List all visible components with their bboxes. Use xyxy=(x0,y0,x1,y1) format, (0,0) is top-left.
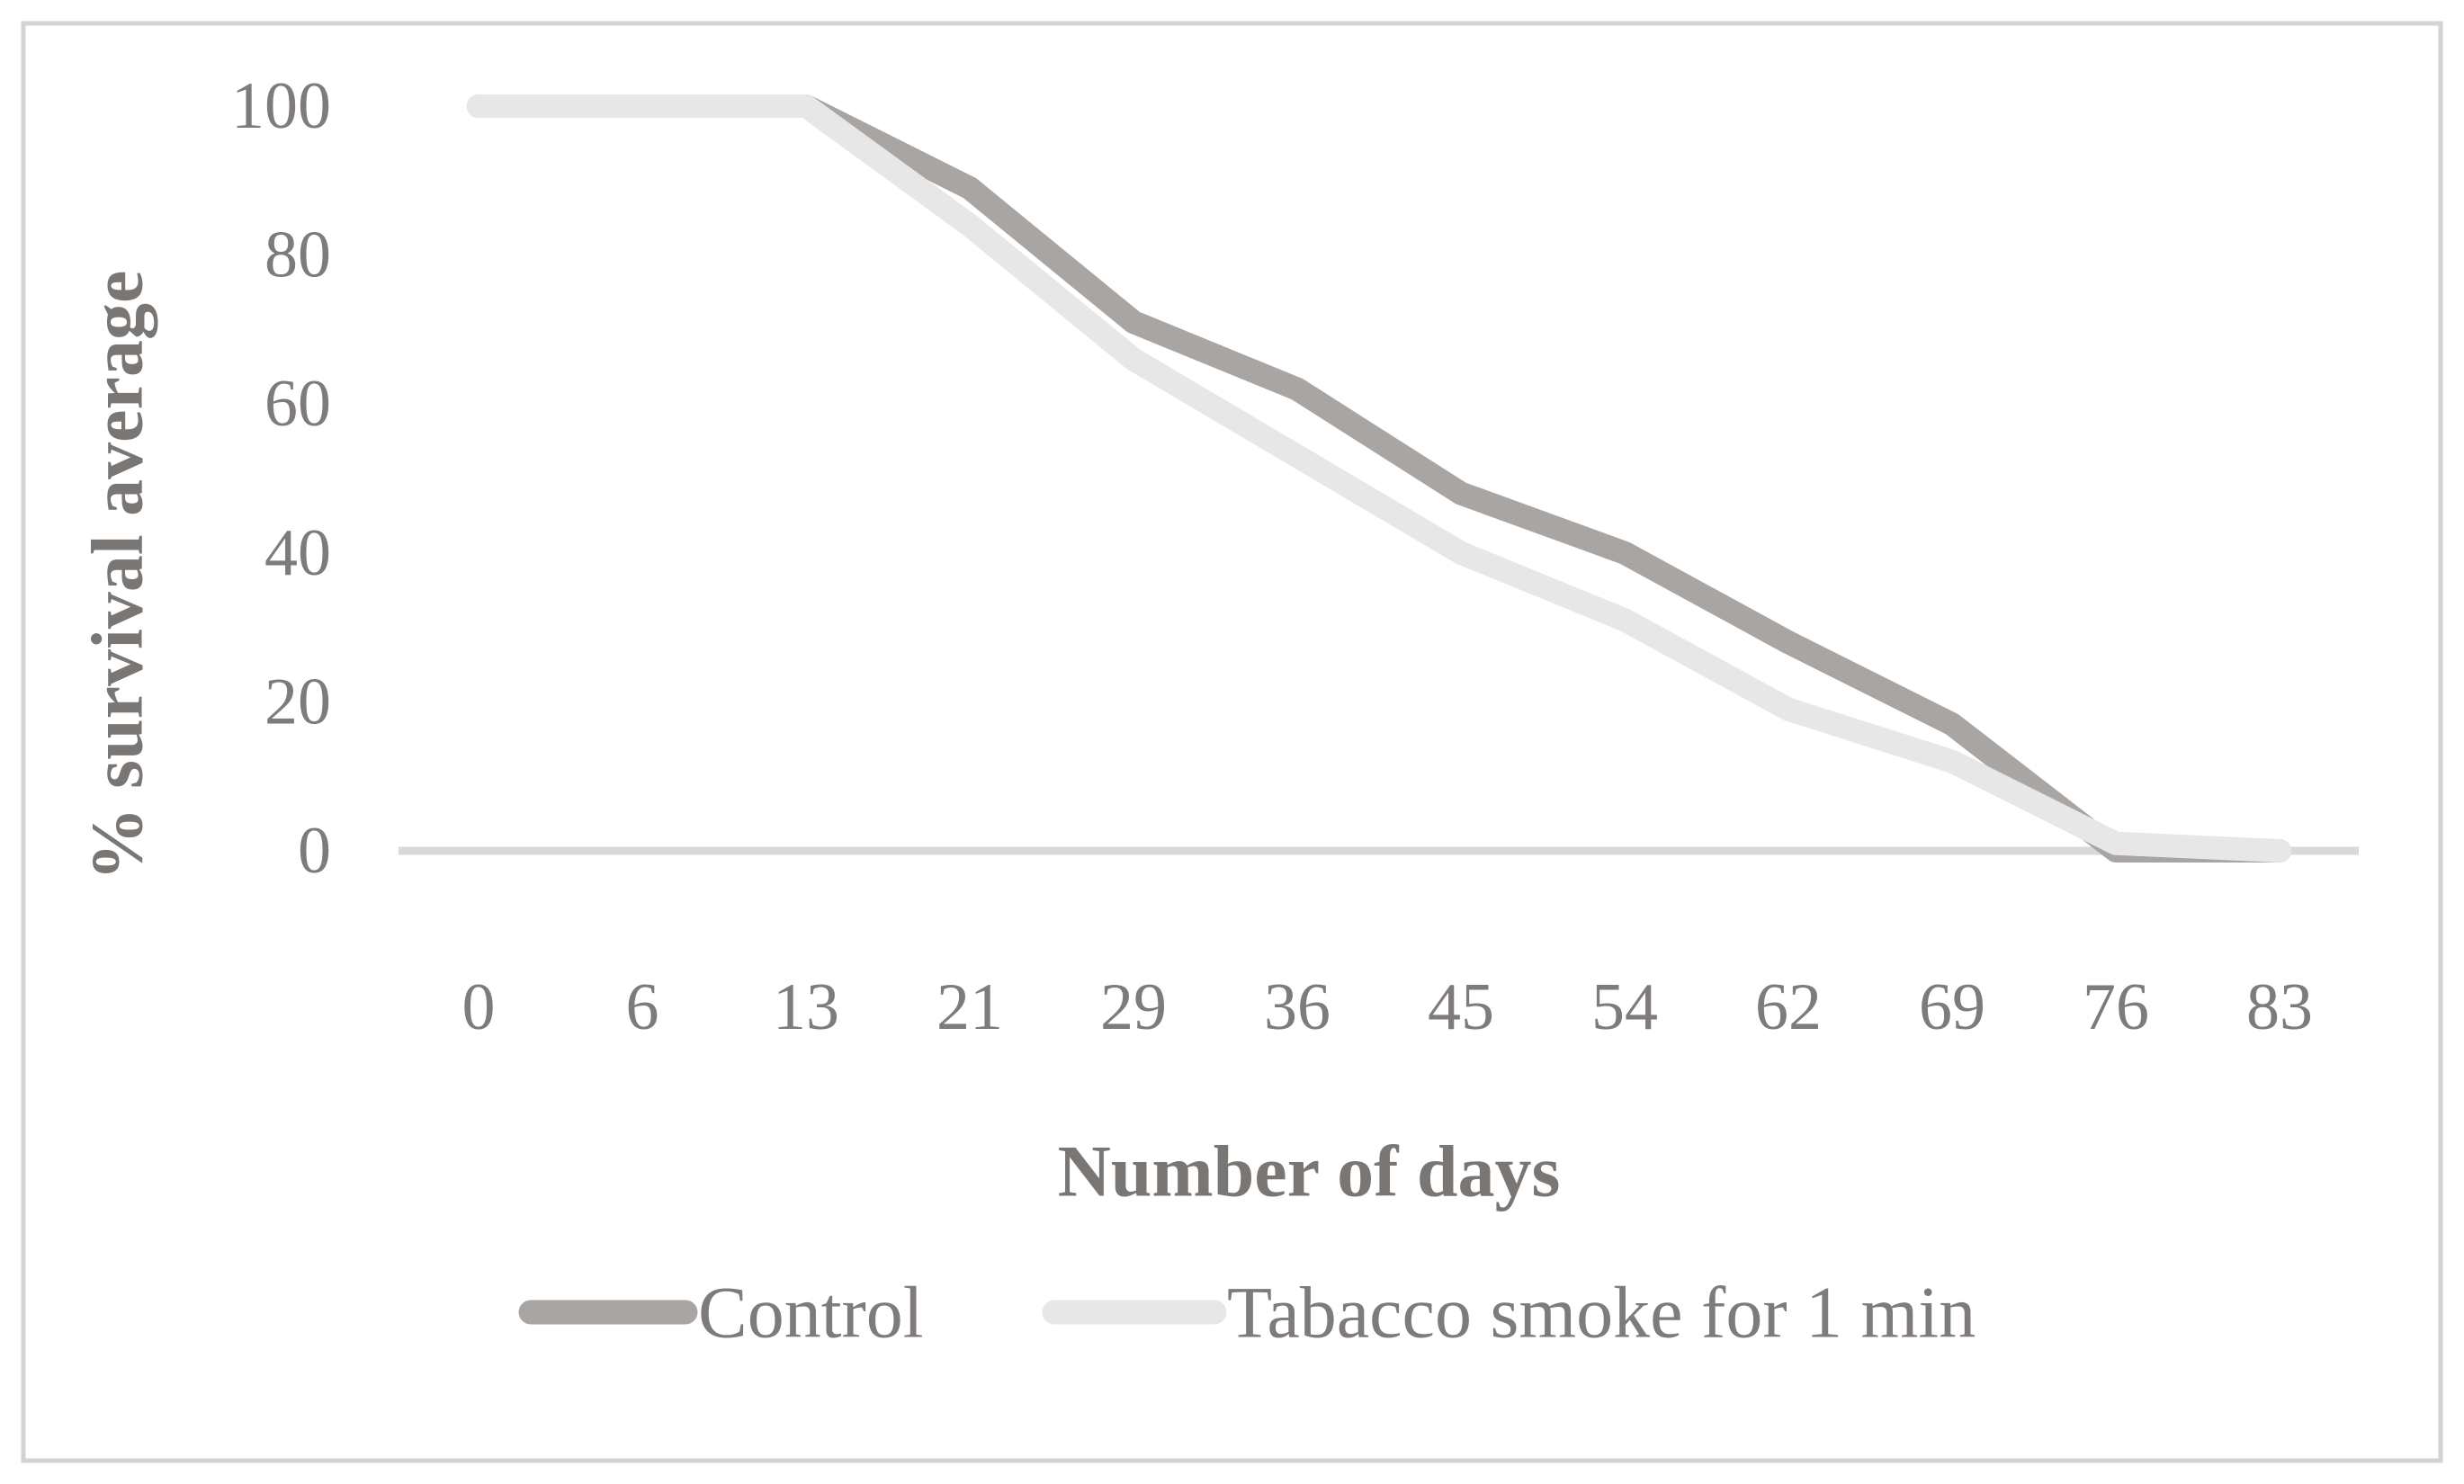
smoke-series-line xyxy=(467,94,2291,863)
legend: Control Tabacco smoke for 1 min xyxy=(518,1272,1976,1354)
legend-label: Control xyxy=(698,1272,924,1354)
y-tick-label: 100 xyxy=(231,69,331,143)
y-tick-label: 40 xyxy=(264,516,331,590)
legend-item: Tabacco smoke for 1 min xyxy=(1042,1272,1976,1354)
series-lines xyxy=(467,94,2291,863)
y-axis-title: % survival average xyxy=(76,271,158,881)
x-tick-label: 21 xyxy=(936,970,1003,1044)
y-tick-label: 80 xyxy=(264,219,331,292)
x-tick-label: 29 xyxy=(1100,970,1167,1044)
x-tick-label: 76 xyxy=(2083,970,2149,1044)
x-tick-label: 6 xyxy=(626,970,659,1044)
x-axis-title: Number of days xyxy=(1058,1131,1561,1212)
x-tick-label: 0 xyxy=(462,970,496,1044)
y-tick-label: 0 xyxy=(298,814,331,888)
x-tick-label: 83 xyxy=(2246,970,2313,1044)
y-tick-labels: 0 20 40 60 80 100 xyxy=(231,69,331,888)
x-tick-label: 45 xyxy=(1428,970,1494,1044)
x-tick-label: 13 xyxy=(773,970,839,1044)
y-tick-label: 60 xyxy=(264,367,331,441)
legend-item: Control xyxy=(518,1272,924,1354)
x-tick-label: 54 xyxy=(1591,970,1658,1044)
x-tick-label: 36 xyxy=(1264,970,1331,1044)
x-tick-label: 62 xyxy=(1755,970,1822,1044)
figure-border xyxy=(21,21,2443,1463)
control-series-line xyxy=(467,94,2291,863)
y-tick-label: 20 xyxy=(264,665,331,738)
x-tick-labels: 0 6 13 21 29 36 45 54 62 69 76 83 xyxy=(462,970,2314,1044)
legend-label: Tabacco smoke for 1 min xyxy=(1227,1272,1976,1354)
x-tick-label: 69 xyxy=(1919,970,1985,1044)
